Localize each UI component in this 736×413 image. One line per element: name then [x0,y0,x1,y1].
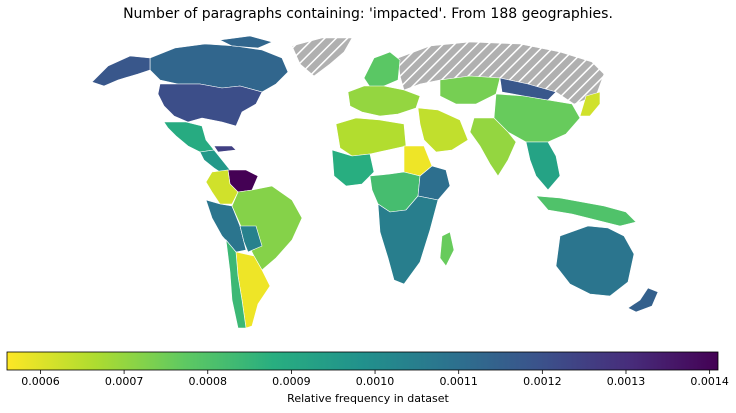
colorbar-tick-label: 0.0013 [607,375,646,388]
colorbar-tick-label: 0.0011 [439,375,478,388]
region-mexico [163,121,215,153]
region-europe [347,85,421,117]
colorbar [6,351,719,371]
region-cuba [213,145,237,153]
region-united-states [157,83,263,127]
colorbar-tick-label: 0.0014 [690,375,729,388]
region-colombia [205,169,239,205]
colorbar-tick-label: 0.0009 [272,375,311,388]
country-regions [91,35,659,329]
region-chile [225,239,247,329]
colorbar-tick-label: 0.0007 [105,375,144,388]
chart-title: Number of paragraphs containing: 'impact… [123,6,613,22]
colorbar-tick-label: 0.0010 [356,375,395,388]
region-australia [555,225,635,297]
region-new-zealand [627,287,659,313]
region-russia [397,41,605,105]
region-scandinavia [363,51,401,91]
region-north-africa [335,117,407,157]
region-west-africa [331,149,375,187]
colorbar-ticks: 0.0006 0.0007 0.0008 0.0009 0.0010 0.0011 0.00… [21,370,729,388]
region-ecuador-peru [205,199,247,253]
region-greenland [291,37,353,77]
region-japan [579,91,601,117]
region-alaska [91,55,151,87]
region-middle-east [417,107,469,153]
colorbar-label: Relative frequency in dataset [287,392,449,405]
region-mongolia [499,77,557,101]
region-southeast-asia [525,141,561,191]
region-madagascar [439,231,455,267]
colorbar-tick-label: 0.0008 [189,375,228,388]
region-india [469,117,517,177]
colorbar-tick-label: 0.0012 [523,375,562,388]
region-kazakhstan [439,75,501,105]
region-bolivia [239,225,263,253]
region-southern-africa [377,195,439,285]
region-indonesia [535,195,637,227]
region-canada [149,35,289,93]
colorbar-tick-label: 0.0006 [21,375,60,388]
